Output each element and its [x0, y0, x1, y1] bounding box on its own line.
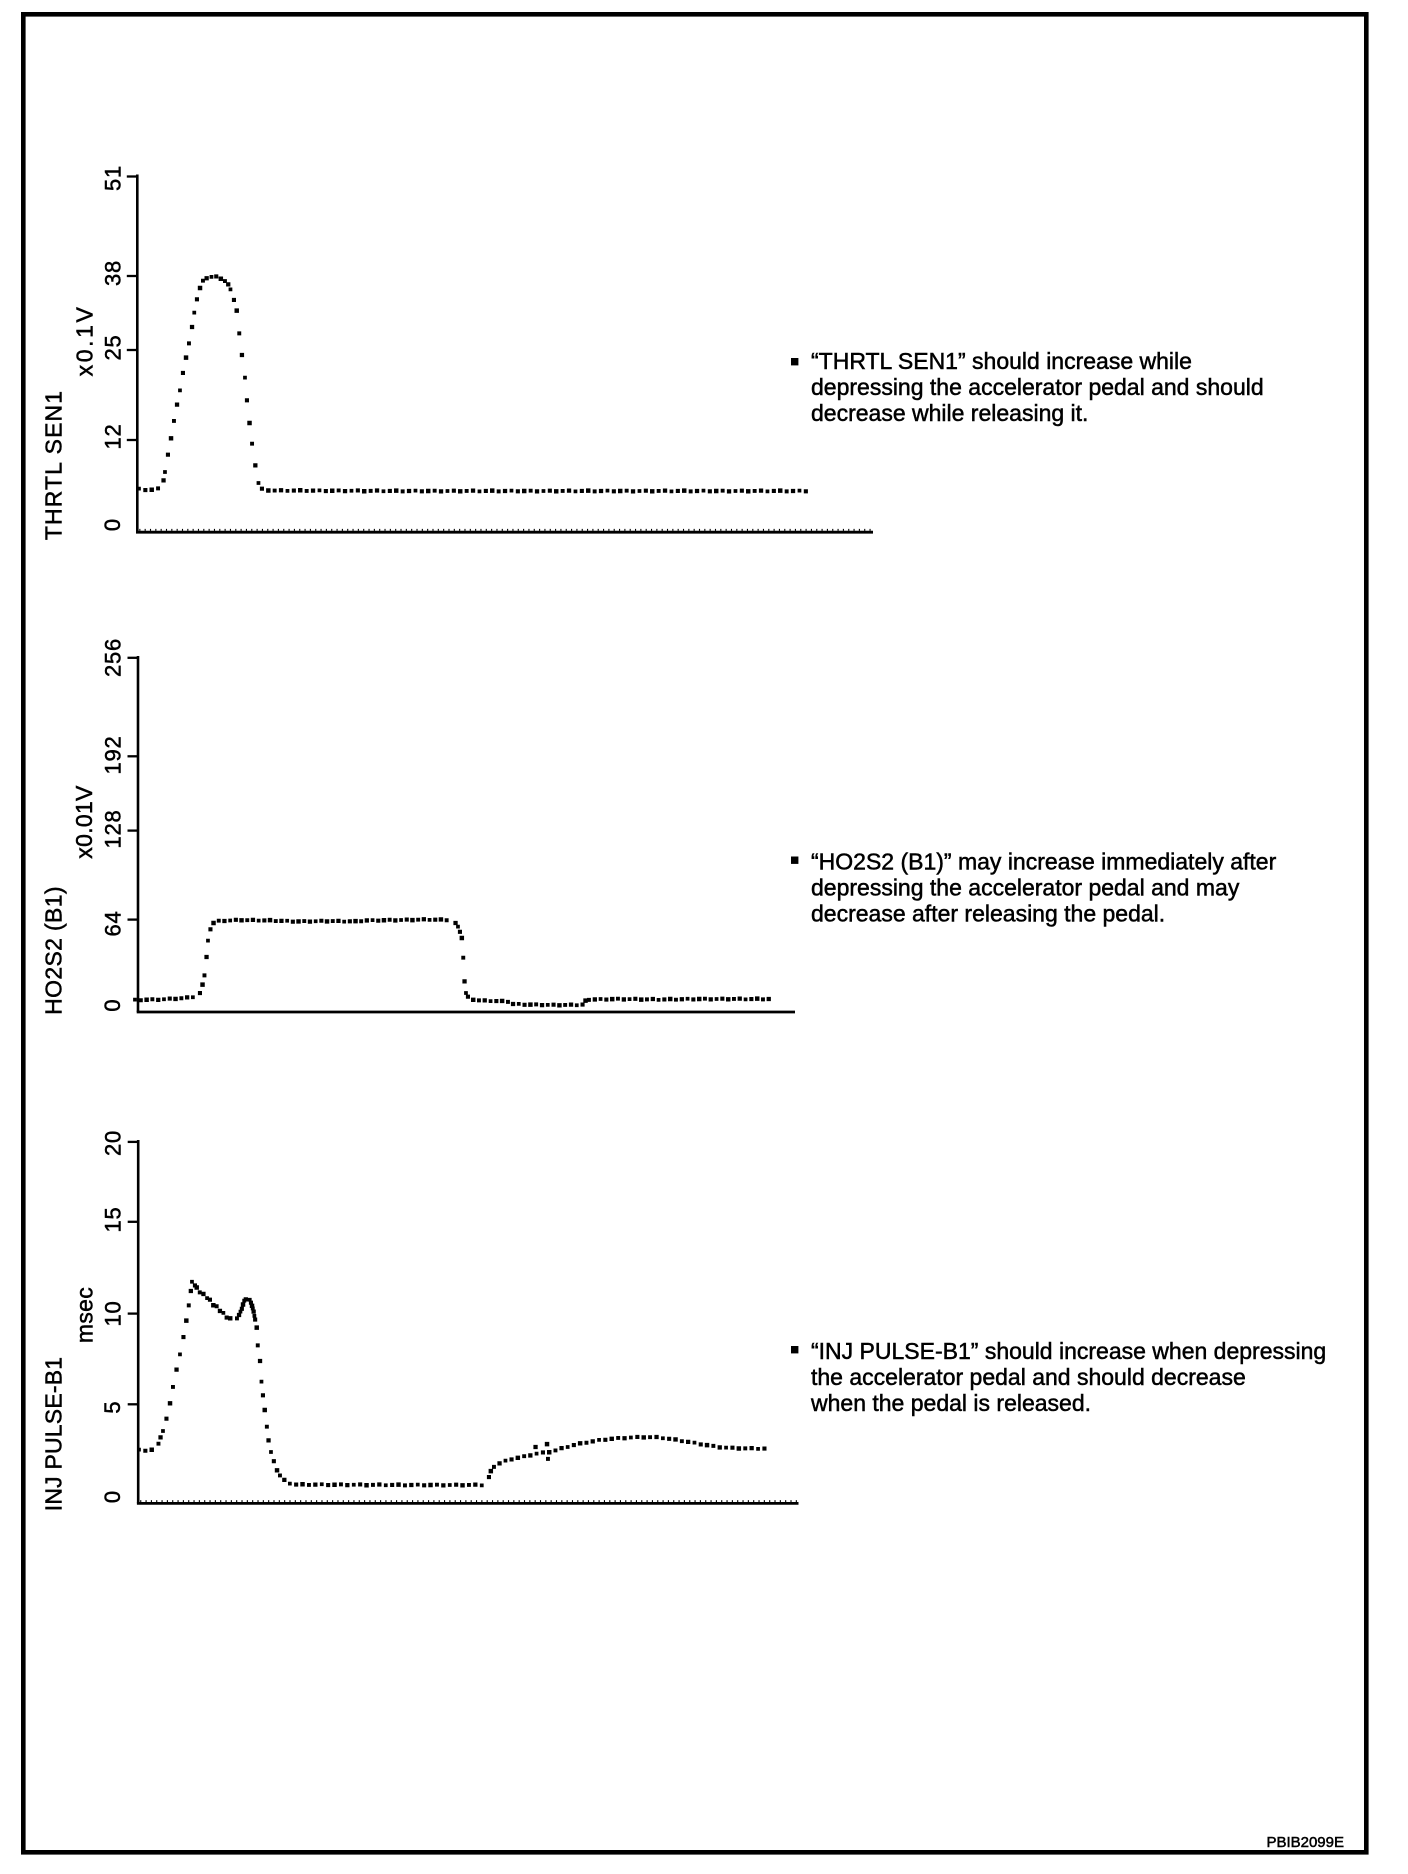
svg-text:x0.1V: x0.1V — [71, 305, 97, 377]
svg-text:64: 64 — [101, 910, 126, 936]
svg-text:“INJ PULSE-B1” should increase: “INJ PULSE-B1” should increase when depr… — [811, 1338, 1326, 1364]
svg-text:THRTL SEN1: THRTL SEN1 — [41, 390, 67, 540]
svg-text:12: 12 — [101, 423, 126, 449]
svg-text:“HO2S2 (B1)” may increase imme: “HO2S2 (B1)” may increase immediately af… — [811, 849, 1277, 875]
svg-text:x0.01V: x0.01V — [71, 785, 97, 859]
svg-text:10: 10 — [101, 1300, 126, 1326]
svg-text:5: 5 — [100, 1401, 125, 1413]
svg-text:0: 0 — [100, 1491, 125, 1503]
svg-text:msec: msec — [72, 1287, 98, 1343]
svg-text:0: 0 — [100, 519, 125, 531]
svg-text:“THRTL SEN1” should increase w: “THRTL SEN1” should increase while — [811, 348, 1192, 374]
svg-text:25: 25 — [101, 334, 126, 360]
svg-text:depressing the accelerator ped: depressing the accelerator pedal and may — [811, 875, 1240, 901]
svg-text:PBIB2099E: PBIB2099E — [1266, 1834, 1344, 1851]
svg-text:decrease while releasing it.: decrease while releasing it. — [811, 400, 1088, 426]
svg-text:the accelerator pedal and shou: the accelerator pedal and should decreas… — [811, 1364, 1246, 1390]
svg-text:128: 128 — [101, 809, 126, 848]
svg-text:38: 38 — [101, 260, 126, 286]
svg-text:when the pedal is released.: when the pedal is released. — [810, 1390, 1091, 1416]
svg-text:51: 51 — [101, 165, 126, 191]
svg-text:depressing the accelerator ped: depressing the accelerator pedal and sho… — [811, 374, 1264, 400]
svg-text:decrease after releasing the p: decrease after releasing the pedal. — [811, 901, 1165, 927]
svg-text:0: 0 — [100, 999, 125, 1011]
svg-text:HO2S2 (B1): HO2S2 (B1) — [41, 886, 67, 1015]
svg-text:INJ PULSE-B1: INJ PULSE-B1 — [41, 1357, 67, 1512]
svg-text:15: 15 — [101, 1206, 126, 1232]
svg-text:20: 20 — [101, 1130, 126, 1156]
svg-text:256: 256 — [101, 638, 126, 677]
svg-text:192: 192 — [101, 735, 126, 774]
